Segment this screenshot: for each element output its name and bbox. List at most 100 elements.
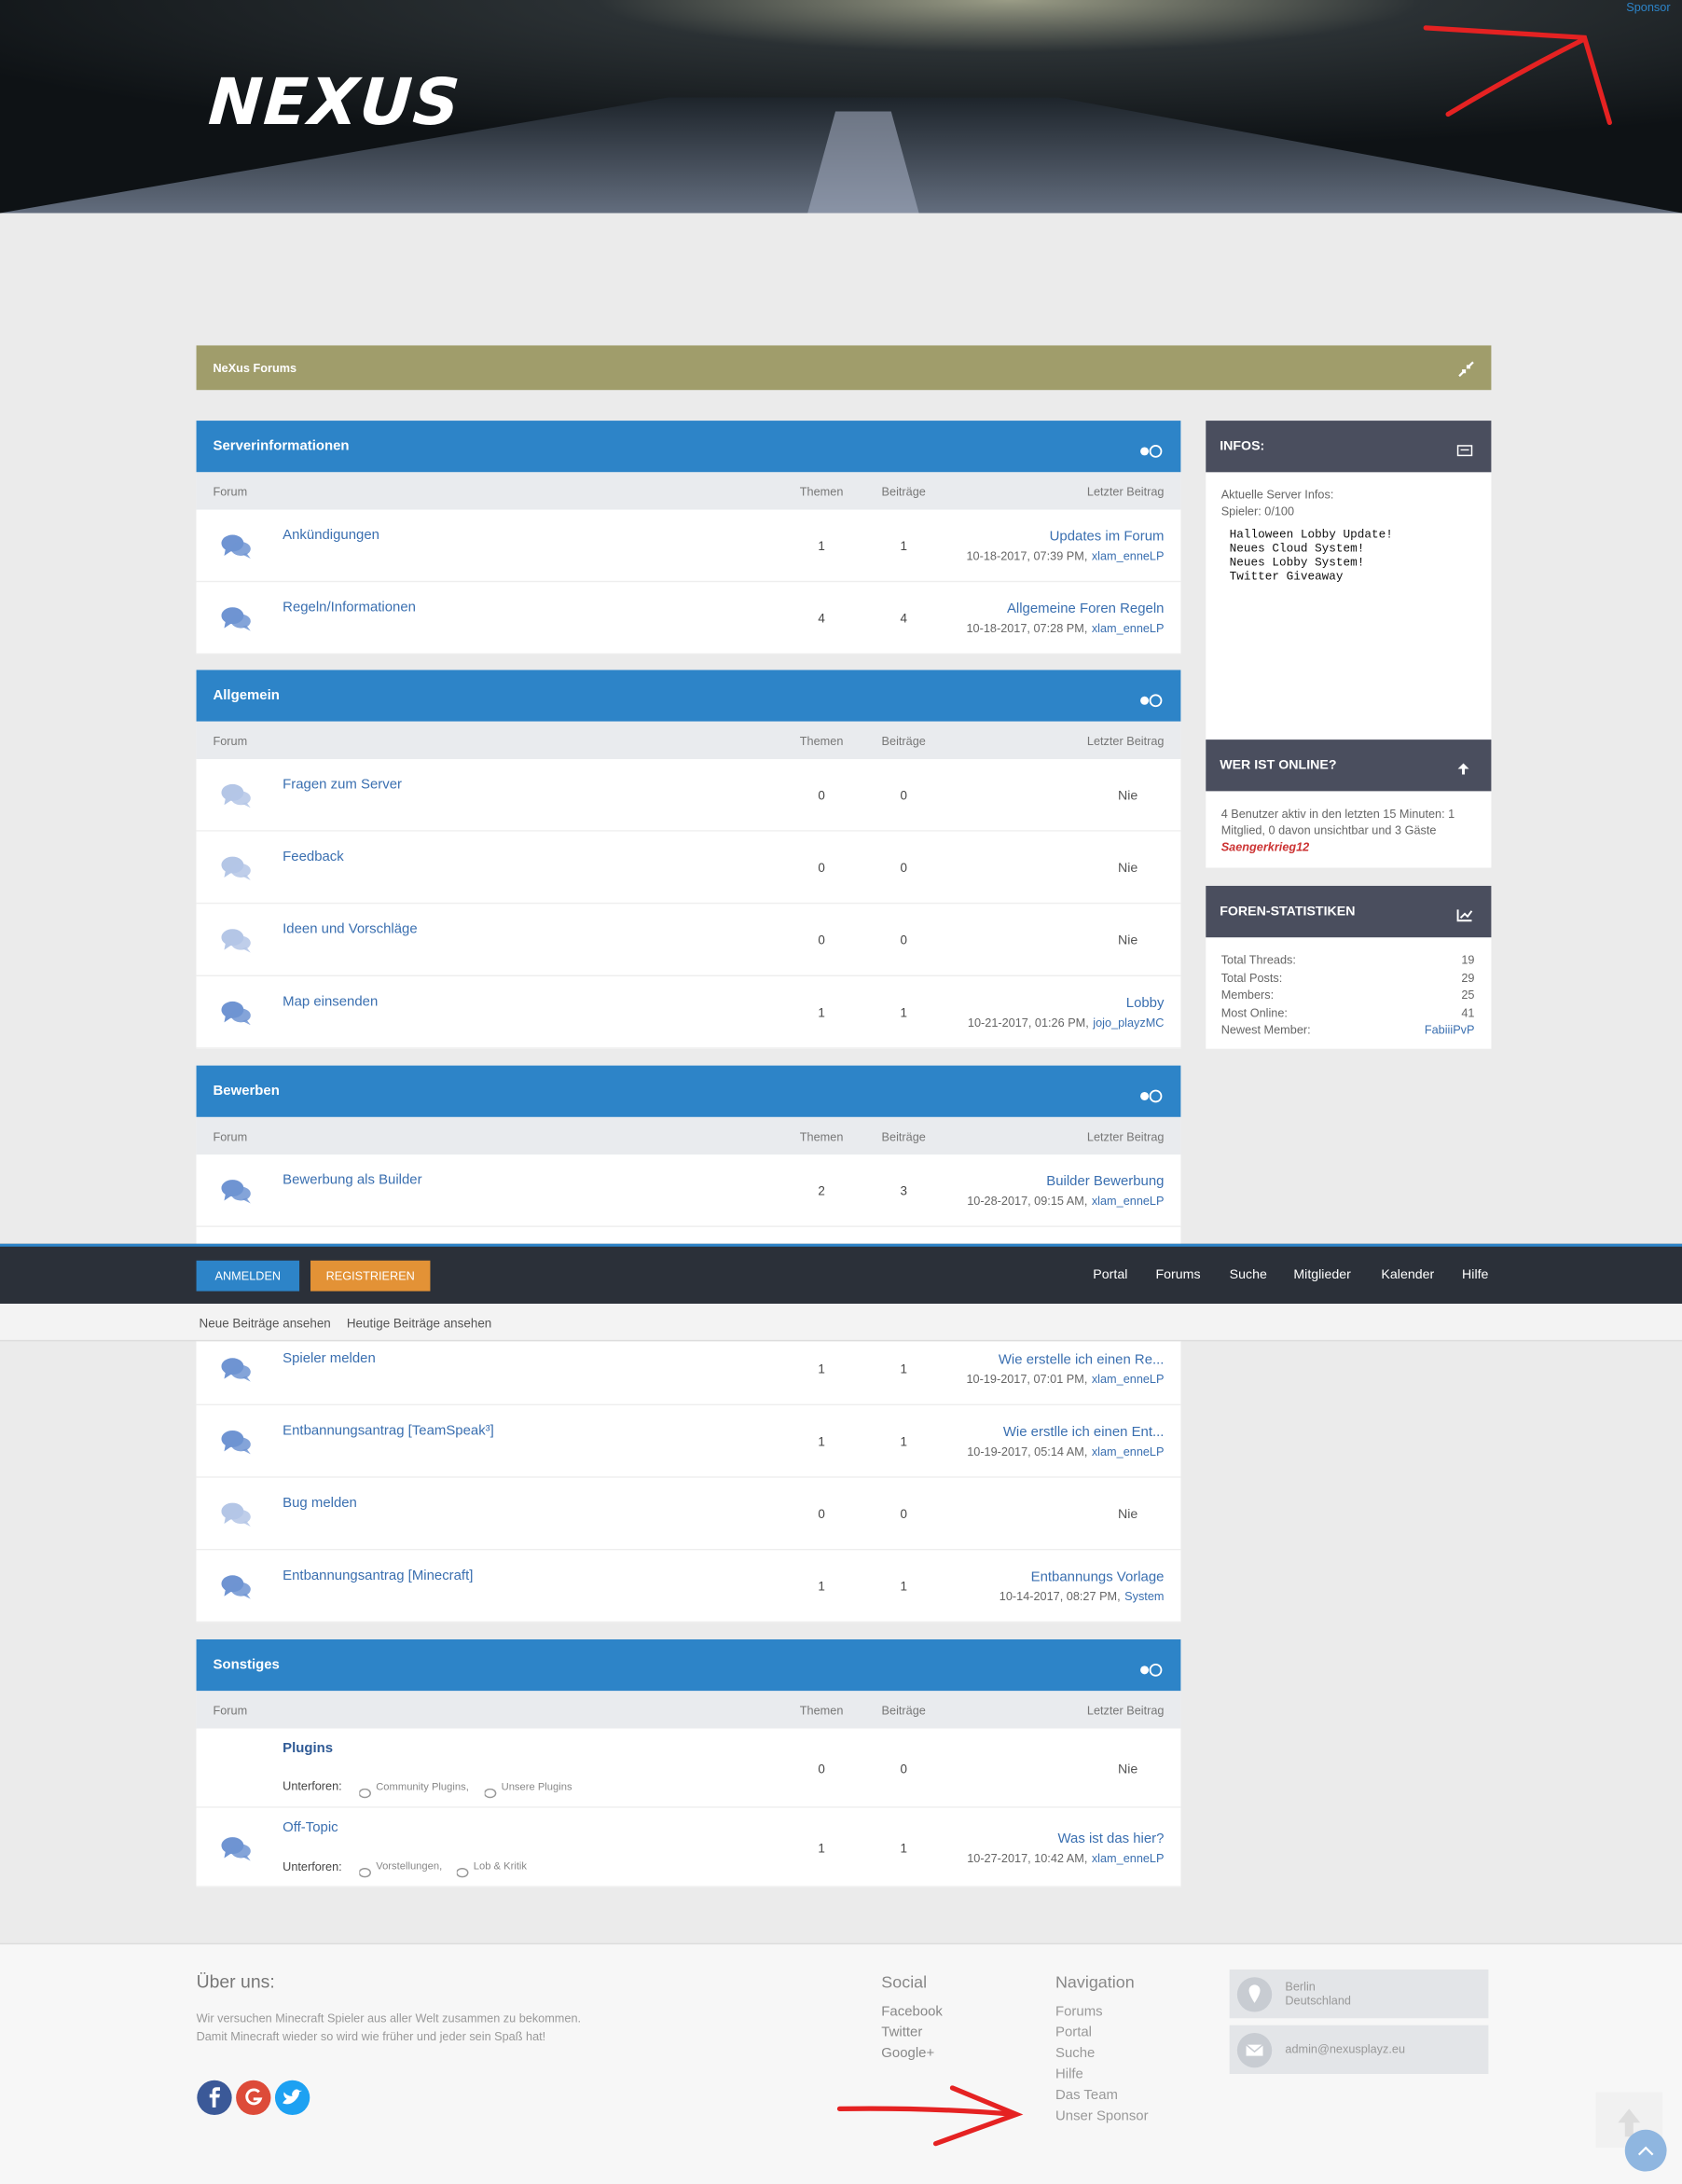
forum-row: Map einsenden 1 1 Lobby 10-21-2017, 01:26 PM… — [196, 976, 1181, 1049]
forum-icon — [221, 1357, 252, 1389]
social-link[interactable]: Twitter — [881, 2025, 923, 2041]
online-user[interactable]: Saengerkrieg12 — [1220, 839, 1310, 854]
post-count: 1 — [900, 1434, 907, 1449]
last-post-user[interactable]: xlam_enneLP — [1091, 1444, 1165, 1458]
last-post-user[interactable]: xlam_enneLP — [1091, 1194, 1165, 1208]
category-title[interactable]: Serverinformationen — [213, 438, 350, 454]
forum-name[interactable]: Ideen und Vorschläge — [283, 921, 418, 938]
last-post-title[interactable]: Wie erstlle ich einen Ent... — [1002, 1424, 1165, 1441]
subforum-link[interactable]: Lob & Kritik — [473, 1859, 528, 1873]
subforum-link[interactable]: Unsere Plugins — [501, 1779, 572, 1793]
nav-bar: ANMELDEN REGISTRIEREN Portal Forums Suche Mit… — [0, 1243, 1682, 1305]
last-post-user[interactable]: xlam_enneLP — [1091, 548, 1165, 563]
last-post-title[interactable]: Wie erstelle ich einen Re... — [998, 1352, 1165, 1368]
sponsor-link[interactable]: Sponsor — [1626, 0, 1671, 14]
forum-name[interactable]: Entbannungsantrag [TeamSpeak³] — [283, 1423, 494, 1439]
forum-name[interactable]: Bug melden — [283, 1496, 357, 1512]
last-post-none: Nie — [1117, 1761, 1138, 1777]
forum-name[interactable]: Fragen zum Server — [283, 777, 402, 793]
sidebar-header: WER IST ONLINE? — [1206, 740, 1492, 792]
post-count: 0 — [900, 1507, 907, 1522]
last-post-user[interactable]: xlam_enneLP — [1091, 621, 1165, 636]
forum-name[interactable]: Feedback — [283, 850, 344, 865]
footer-nav-link[interactable]: Portal — [1055, 2025, 1092, 2041]
toggle-icon-svg — [1140, 694, 1163, 708]
footer-nav-link[interactable]: Forums — [1055, 2004, 1103, 2020]
register-button[interactable]: REGISTRIEREN — [310, 1260, 431, 1292]
social-title: Social — [881, 1971, 928, 1992]
sidebar-title: WER IST ONLINE? — [1220, 757, 1337, 773]
footer-nav-link[interactable]: Das Team — [1055, 2087, 1118, 2104]
last-post-title[interactable]: Was ist das hier? — [1057, 1832, 1165, 1847]
sub-nav-link[interactable]: Neue Beiträge ansehen — [199, 1316, 331, 1331]
nav-link[interactable]: Portal — [1093, 1267, 1128, 1283]
last-post-title[interactable]: Allgemeine Foren Regeln — [1006, 601, 1165, 617]
info-line: Spieler: 0/100 — [1220, 504, 1295, 518]
forum-name[interactable]: Regeln/Informationen — [283, 600, 416, 616]
info-line: Aktuelle Server Infos: — [1220, 487, 1334, 502]
last-post-user[interactable]: xlam_enneLP — [1091, 1851, 1165, 1865]
category-title[interactable]: Sonstiges — [213, 1657, 280, 1673]
nav-link[interactable]: Suche — [1229, 1267, 1267, 1283]
forum-icon — [221, 606, 252, 638]
last-post-meta: 10-19-2017, 07:01 PM, xlam_enneLP — [966, 1372, 1164, 1386]
forum-name[interactable]: Bewerbung als Builder — [283, 1172, 422, 1189]
category-card: Serverinformationen Forum Themen Beiträge Le… — [196, 421, 1181, 656]
last-post-user[interactable]: xlam_enneLP — [1091, 1372, 1165, 1387]
header-image — [0, 0, 1682, 214]
nav-link[interactable]: Kalender — [1381, 1267, 1435, 1283]
last-post-user[interactable]: jojo_playzMC — [1093, 1015, 1165, 1030]
subforum-link[interactable]: Vorstellungen, — [376, 1859, 443, 1873]
social-icons — [197, 2080, 313, 2125]
collapse-icon-svg — [1458, 361, 1474, 378]
forum-name[interactable]: Ankündigungen — [283, 528, 379, 544]
forum-icon-svg — [221, 929, 251, 953]
footer-nav-link[interactable]: Hilfe — [1055, 2067, 1083, 2082]
post-count: 0 — [900, 933, 907, 947]
last-post-title[interactable]: Builder Bewerbung — [1046, 1174, 1165, 1190]
social-link[interactable]: Google+ — [881, 2046, 935, 2062]
thread-count: 1 — [818, 1005, 825, 1020]
subforum-link[interactable]: Community Plugins, — [376, 1779, 469, 1793]
category-title[interactable]: Allgemein — [213, 687, 280, 704]
last-post-title[interactable]: Entbannungs Vorlage — [1030, 1569, 1165, 1585]
forum-icon-svg — [221, 783, 251, 809]
subforum-icon — [358, 1781, 371, 1806]
last-post-title[interactable]: Lobby — [1125, 995, 1165, 1012]
login-button[interactable]: ANMELDEN — [196, 1260, 300, 1292]
sidebar-box: INFOS: Aktuelle Server Infos: Spieler: 0/1… — [1206, 421, 1492, 772]
nav-link[interactable]: Hilfe — [1462, 1267, 1489, 1283]
thread-count: 0 — [818, 933, 825, 947]
forum-row: Plugins Unterforen: Community Plugins, Unse… — [196, 1728, 1181, 1808]
forum-name[interactable]: Plugins — [283, 1741, 334, 1757]
forum-name[interactable]: Map einsenden — [283, 994, 379, 1010]
col-threads: Themen — [799, 1703, 844, 1718]
breadcrumb[interactable]: NeXus Forums — [213, 360, 297, 375]
nav-link[interactable]: Mitglieder — [1293, 1267, 1351, 1283]
forum-name[interactable]: Off-Topic — [283, 1820, 338, 1836]
thread-count: 1 — [818, 1840, 825, 1855]
sub-nav-link[interactable]: Heutige Beiträge ansehen — [346, 1316, 492, 1331]
navigation-title: Navigation — [1055, 1971, 1135, 1992]
forum-row: Spieler melden 1 1 Wie erstelle ich einen R… — [196, 1333, 1181, 1406]
stat-value[interactable]: FabiiiPvP — [1424, 1022, 1475, 1037]
last-post-user[interactable]: System — [1124, 1589, 1165, 1604]
footer-nav-link[interactable]: Unser Sponsor — [1055, 2108, 1149, 2124]
last-post-title[interactable]: Updates im Forum — [1049, 529, 1165, 546]
forum-name[interactable]: Spieler melden — [283, 1350, 376, 1367]
footer-nav-link[interactable]: Suche — [1055, 2046, 1096, 2062]
online-text: 4 Benutzer aktiv in den letzten 15 Minut… — [1220, 806, 1455, 837]
social-link[interactable]: Facebook — [881, 2004, 943, 2020]
stat-value: 29 — [1461, 970, 1475, 985]
category-title[interactable]: Bewerben — [213, 1084, 280, 1099]
last-post-date: 10-19-2017, 07:01 PM, — [966, 1372, 1088, 1387]
forum-name[interactable]: Entbannungsantrag [Minecraft] — [283, 1568, 474, 1584]
col-threads: Themen — [799, 484, 844, 499]
email-text[interactable]: admin@nexusplayz.eu — [1285, 2041, 1406, 2056]
forum-row: Feedback 0 0 Nie — [196, 831, 1181, 905]
toggle-icon-svg — [1140, 1089, 1163, 1103]
post-count: 1 — [900, 1362, 907, 1376]
nav-link[interactable]: Forums — [1155, 1267, 1201, 1283]
last-post-meta: 10-19-2017, 05:14 AM, xlam_enneLP — [967, 1444, 1164, 1458]
